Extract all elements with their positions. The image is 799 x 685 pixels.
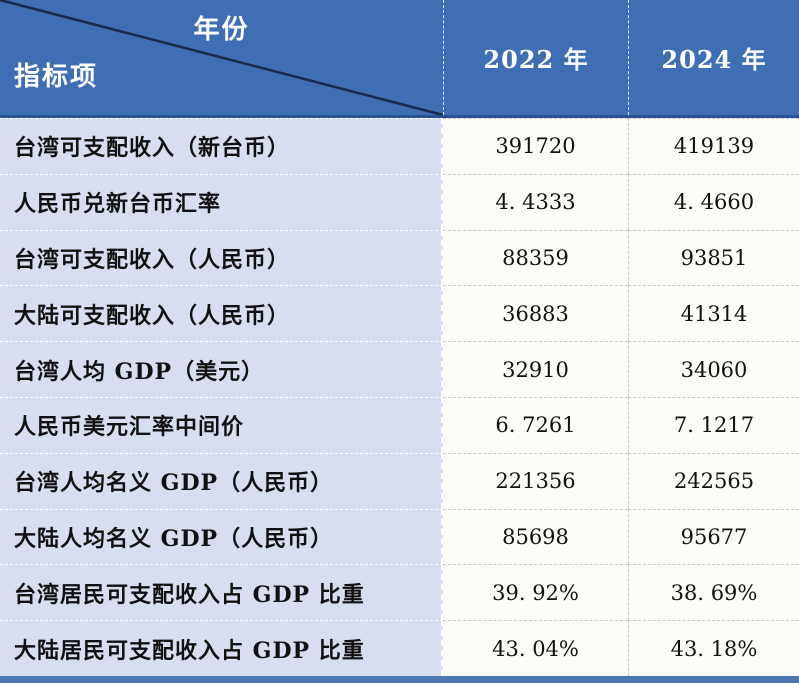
table-row: 人民币兑新台币汇率 4. 4333 4. 4660 xyxy=(0,173,799,230)
row-label: 人民币兑新台币汇率 xyxy=(0,173,443,230)
row-label: 台湾人均名义 GDP（人民币） xyxy=(0,452,443,509)
table-row: 大陆可支配收入（人民币） 36883 41314 xyxy=(0,285,799,342)
row-label: 大陆人均名义 GDP（人民币） xyxy=(0,508,443,565)
value-2022: 36883 xyxy=(443,285,628,342)
table-row: 台湾居民可支配收入占 GDP 比重 39. 92% 38. 69% xyxy=(0,564,799,621)
column-header-2022: 2022 年 xyxy=(443,0,628,115)
value-2022: 32910 xyxy=(443,341,628,397)
value-2022: 4. 4333 xyxy=(443,173,628,230)
value-2024: 34060 xyxy=(628,341,799,397)
value-2022: 85698 xyxy=(443,508,628,565)
value-2022: 88359 xyxy=(443,229,628,286)
row-label: 台湾可支配收入（新台币） xyxy=(0,118,443,174)
value-2024: 43. 18% xyxy=(628,620,799,676)
bottom-border-bar xyxy=(0,675,799,683)
value-2022: 221356 xyxy=(443,452,628,509)
table-row: 台湾可支配收入（人民币） 88359 93851 xyxy=(0,229,799,286)
table-row: 台湾人均名义 GDP（人民币） 221356 242565 xyxy=(0,452,799,509)
table-row: 大陆居民可支配收入占 GDP 比重 43. 04% 43. 18% xyxy=(0,620,799,676)
row-label: 台湾居民可支配收入占 GDP 比重 xyxy=(0,564,443,621)
value-2024: 41314 xyxy=(628,285,799,342)
corner-label-year: 年份 xyxy=(193,15,250,45)
value-2022: 6. 7261 xyxy=(443,396,628,453)
table-row: 台湾可支配收入（新台币） 391720 419139 xyxy=(0,118,799,174)
value-2022: 39. 92% xyxy=(443,564,628,621)
diagonal-split-line xyxy=(0,0,443,115)
value-2022: 43. 04% xyxy=(443,620,628,676)
corner-label-indicator: 指标项 xyxy=(14,62,99,92)
row-label: 台湾可支配收入（人民币） xyxy=(0,229,443,286)
value-2024: 7. 1217 xyxy=(628,396,799,453)
table-header-row: 年份 指标项 2022 年 2024 年 xyxy=(0,0,799,118)
corner-header-cell: 年份 指标项 xyxy=(0,0,443,115)
table-row: 人民币美元汇率中间价 6. 7261 7. 1217 xyxy=(0,396,799,453)
table-body: 台湾可支配收入（新台币） 391720 419139 人民币兑新台币汇率 4. … xyxy=(0,118,799,676)
row-label: 人民币美元汇率中间价 xyxy=(0,396,443,453)
column-header-2024: 2024 年 xyxy=(628,0,799,115)
value-2022: 391720 xyxy=(443,118,628,174)
value-2024: 93851 xyxy=(628,229,799,286)
value-2024: 242565 xyxy=(628,452,799,509)
row-label: 大陆居民可支配收入占 GDP 比重 xyxy=(0,620,443,676)
value-2024: 95677 xyxy=(628,508,799,565)
row-label: 台湾人均 GDP（美元） xyxy=(0,341,443,397)
value-2024: 38. 69% xyxy=(628,564,799,621)
table-row: 大陆人均名义 GDP（人民币） 85698 95677 xyxy=(0,508,799,565)
value-2024: 4. 4660 xyxy=(628,173,799,230)
table-row: 台湾人均 GDP（美元） 32910 34060 xyxy=(0,341,799,397)
value-2024: 419139 xyxy=(628,118,799,174)
row-label: 大陆可支配收入（人民币） xyxy=(0,285,443,342)
